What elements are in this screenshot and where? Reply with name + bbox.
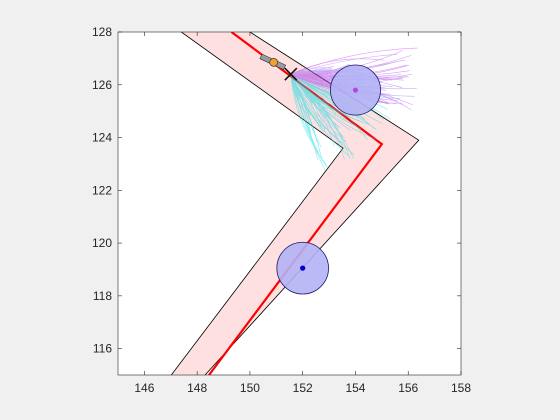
corridor-outer-boundary: [170, 32, 344, 375]
sampled-trajectory: [290, 74, 370, 126]
sampled-trajectory: [290, 69, 328, 75]
sampled-trajectory: [290, 74, 341, 128]
sampled-trajectory: [290, 73, 329, 84]
x-tick-label: 156: [398, 381, 418, 395]
y-tick-label: 124: [92, 131, 112, 145]
sampled-trajectory: [290, 73, 355, 159]
sampled-trajectory: [290, 74, 351, 131]
plot-content: [170, 32, 420, 375]
x-tick-label: 158: [451, 381, 471, 395]
sampled-trajectory: [290, 74, 327, 166]
x-tick-label: 152: [293, 381, 313, 395]
target-cross-icon: [284, 67, 298, 81]
y-tick-label: 120: [92, 236, 112, 250]
x-tick-label: 150: [240, 381, 260, 395]
vehicle-marker: [269, 57, 279, 67]
obstacle-center-1: [352, 87, 359, 93]
x-tick-label: 154: [345, 381, 365, 395]
sampled-trajectory: [290, 74, 300, 101]
y-tick-label: 118: [93, 289, 112, 303]
sampled-trajectory: [290, 74, 312, 138]
target-cross-stroke-b: [284, 67, 298, 81]
y-tick-label: 128: [92, 25, 112, 39]
corridor-fill: [171, 32, 419, 375]
sampled-trajectory: [290, 74, 326, 171]
sampled-trajectory: [290, 74, 344, 144]
obstacle-center-2: [300, 265, 306, 271]
sampled-trajectory: [290, 53, 397, 75]
x-tick-label: 148: [187, 381, 207, 395]
x-tick-label: 146: [134, 381, 154, 395]
axes: 146 148 150 152 154 156 158 116 118 120 122 124 126 1…: [92, 25, 471, 395]
y-tick-label: 122: [92, 183, 112, 197]
y-tick-label: 126: [92, 78, 112, 92]
y-tick-label: 116: [93, 342, 112, 356]
reference-path-line: [208, 32, 384, 375]
sampled-trajectory: [290, 47, 418, 75]
sampled-trajectory: [290, 58, 385, 75]
plot-frame: [117, 31, 462, 376]
